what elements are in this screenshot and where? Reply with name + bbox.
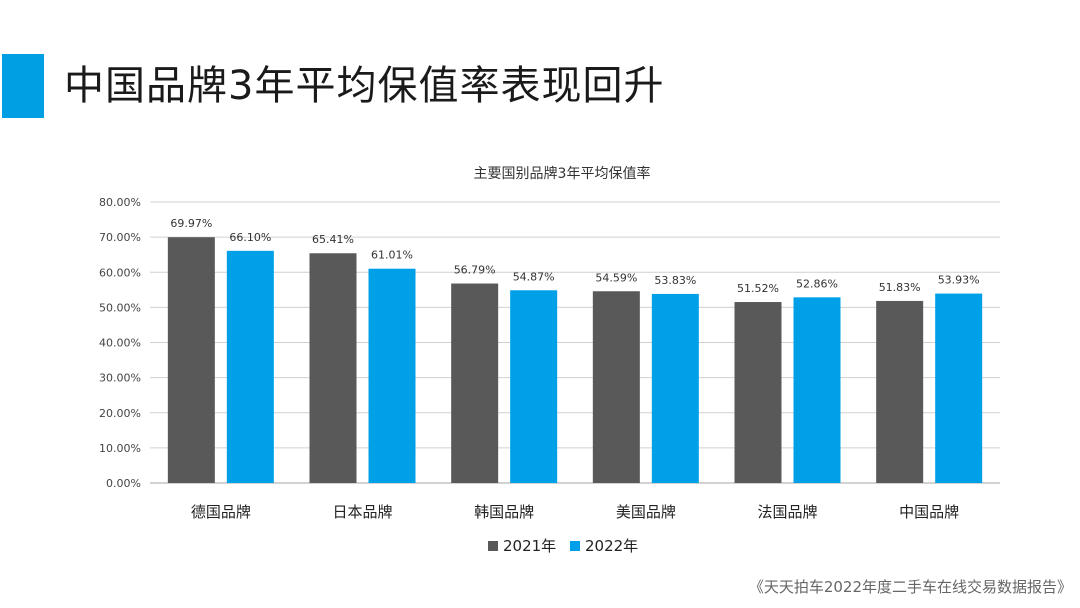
bar [167, 237, 215, 483]
y-tick-label: 50.00% [99, 301, 141, 314]
chart-legend: 2021年 2022年 [488, 537, 638, 555]
data-label: 65.41% [312, 233, 354, 246]
data-label: 69.97% [170, 217, 212, 230]
legend-label: 2022年 [585, 537, 638, 555]
data-label: 61.01% [371, 249, 413, 262]
bar [510, 290, 558, 483]
title-accent-bar [2, 54, 44, 118]
bar [876, 300, 924, 483]
page-title: 中国品牌3年平均保值率表现回升 [64, 63, 665, 109]
legend-swatch [570, 541, 580, 551]
bar [793, 297, 841, 483]
data-label: 51.83% [879, 281, 921, 294]
y-tick-label: 60.00% [99, 266, 141, 279]
legend-swatch [488, 541, 498, 551]
x-tick-label: 美国品牌 [616, 503, 676, 521]
bar [451, 283, 499, 483]
x-axis: 德国品牌 日本品牌 韩国品牌 美国品牌 法国品牌 中国品牌 [191, 503, 959, 521]
source-note: 《天天拍车2022年度二手车在线交易数据报告》 [748, 578, 1072, 596]
data-label: 53.83% [654, 274, 696, 287]
data-label: 56.79% [454, 264, 496, 277]
bar-chart: 主要国别品牌3年平均保值率 0.00% 10.00% 20.00% 30.00% 40.… [99, 165, 1000, 555]
chart-title: 主要国别品牌3年平均保值率 [474, 165, 651, 182]
bar [368, 268, 416, 483]
x-tick-label: 日本品牌 [332, 503, 392, 521]
y-tick-label: 40.00% [99, 337, 141, 350]
bar [651, 293, 699, 483]
x-tick-label: 法国品牌 [757, 503, 817, 521]
chart-bars: 69.97% 66.10% 65.41% 61.01% 56.79% 54.87% 54.5… [167, 217, 983, 483]
bar [592, 291, 640, 483]
y-tick-label: 0.00% [106, 477, 141, 490]
data-label: 66.10% [229, 231, 271, 244]
data-label: 53.93% [938, 274, 980, 287]
legend-label: 2021年 [503, 537, 556, 555]
data-label: 51.52% [737, 282, 779, 295]
chart-gridlines [150, 201, 1000, 484]
y-tick-label: 70.00% [99, 231, 141, 244]
y-axis: 0.00% 10.00% 20.00% 30.00% 40.00% 50.00% 60.00… [99, 196, 141, 490]
y-tick-label: 80.00% [99, 196, 141, 209]
y-tick-label: 30.00% [99, 372, 141, 385]
bar [734, 302, 782, 483]
data-label: 54.87% [513, 270, 555, 283]
x-tick-label: 德国品牌 [191, 503, 251, 521]
x-tick-label: 韩国品牌 [474, 503, 534, 521]
data-label: 52.86% [796, 277, 838, 290]
bar [226, 250, 274, 483]
data-label: 54.59% [595, 271, 637, 284]
bar [935, 293, 983, 483]
bar [309, 253, 357, 483]
y-tick-label: 10.00% [99, 442, 141, 455]
y-tick-label: 20.00% [99, 407, 141, 420]
x-tick-label: 中国品牌 [899, 503, 959, 521]
